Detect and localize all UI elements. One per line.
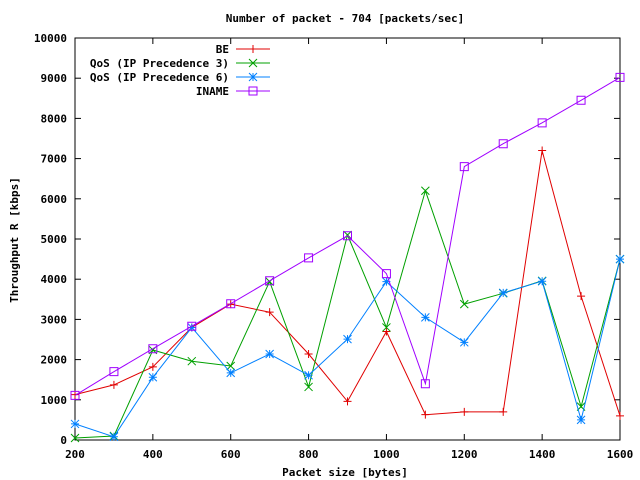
legend-marker: [248, 58, 258, 68]
data-point: [109, 432, 119, 442]
data-point: [343, 397, 352, 406]
data-point: [499, 407, 508, 416]
data-point: [421, 186, 430, 196]
data-point: [304, 382, 313, 392]
y-tick-label: 0: [60, 434, 67, 447]
data-point: [187, 321, 197, 331]
data-point: [382, 327, 391, 336]
data-point: [382, 323, 391, 332]
data-point: [304, 253, 314, 263]
data-point: [226, 368, 236, 378]
data-point: [615, 254, 625, 264]
legend-marker: [248, 86, 258, 96]
data-point: [265, 276, 275, 286]
x-tick-label: 1200: [451, 448, 478, 461]
legend-marker: [249, 45, 257, 53]
data-point: [343, 334, 352, 344]
data-point: [459, 337, 469, 347]
x-tick-label: 600: [221, 448, 241, 461]
data-point: [537, 118, 547, 128]
data-point: [577, 292, 586, 301]
data-point: [498, 288, 508, 298]
y-tick-label: 10000: [34, 32, 67, 45]
data-point: [226, 299, 236, 309]
y-tick-label: 1000: [41, 394, 68, 407]
y-tick-label: 3000: [41, 313, 68, 326]
y-tick-label: 8000: [41, 112, 68, 125]
data-point: [187, 356, 197, 366]
data-point: [616, 411, 624, 420]
data-point: [459, 299, 469, 309]
data-point: [265, 349, 274, 359]
data-point: [148, 362, 157, 371]
data-point: [459, 162, 469, 172]
data-point: [420, 379, 430, 389]
data-point: [226, 361, 236, 371]
data-point: [537, 276, 547, 286]
data-point: [538, 146, 547, 155]
x-axis-label: Packet size [bytes]: [282, 466, 408, 479]
x-tick-label: 1600: [607, 448, 634, 461]
plot-frame: [74, 37, 621, 441]
y-tick-label: 9000: [41, 72, 68, 85]
series-line: [74, 76, 621, 396]
y-tick-label: 7000: [41, 153, 68, 166]
data-point: [576, 95, 586, 105]
x-tick-label: 800: [299, 448, 319, 461]
data-point: [109, 380, 118, 389]
data-point: [460, 407, 469, 416]
data-point: [148, 344, 158, 354]
data-point: [615, 72, 625, 82]
legend-label: BE: [216, 43, 229, 56]
legend-marker: [248, 72, 258, 82]
data-point: [70, 433, 80, 443]
data-point: [576, 415, 586, 425]
chart-title: Number of packet - 704 [packets/sec]: [226, 12, 464, 25]
data-point: [265, 308, 274, 317]
legend-label: QoS (IP Precedence 6): [90, 71, 229, 84]
y-tick-label: 2000: [41, 354, 68, 367]
data-point: [71, 390, 79, 399]
data-point: [70, 419, 80, 429]
data-point: [421, 410, 430, 419]
series-2: [70, 254, 625, 442]
data-point: [304, 349, 313, 358]
data-point: [148, 372, 158, 382]
y-tick-label: 4000: [41, 273, 68, 286]
data-point: [381, 269, 391, 279]
y-tick-label: 6000: [41, 193, 68, 206]
x-tick-label: 200: [65, 448, 85, 461]
x-tick-label: 1000: [373, 448, 400, 461]
series-3: [70, 72, 625, 400]
data-point: [187, 323, 197, 332]
data-point: [304, 370, 313, 380]
data-point: [421, 313, 430, 322]
legend-label: QoS (IP Precedence 3): [90, 57, 229, 70]
x-tick-label: 1400: [529, 448, 556, 461]
y-tick-label: 5000: [41, 233, 68, 246]
data-point: [343, 231, 352, 241]
data-point: [498, 139, 508, 149]
data-point: [109, 367, 119, 377]
y-axis-label: Throughput R [kbps]: [8, 177, 21, 303]
data-point: [70, 390, 80, 400]
series-line: [74, 150, 621, 417]
data-point: [382, 277, 391, 286]
x-tick-label: 400: [143, 448, 163, 461]
legend-label: INAME: [196, 85, 229, 98]
